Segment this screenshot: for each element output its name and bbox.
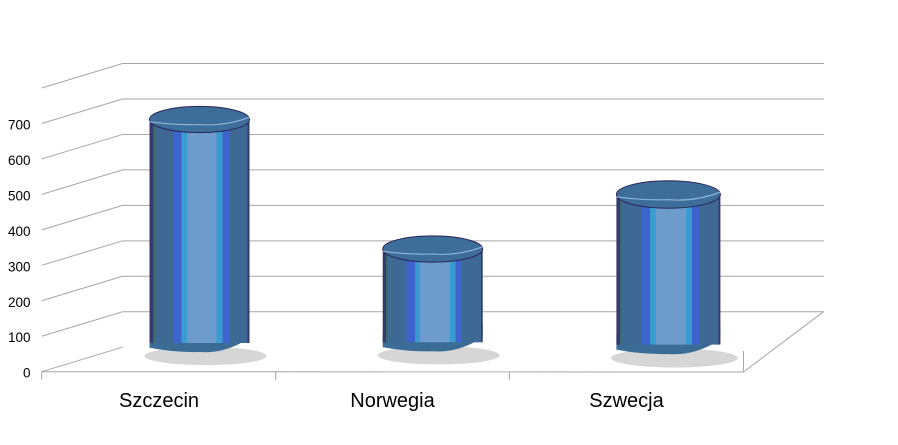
svg-text:400: 400 bbox=[8, 224, 31, 239]
svg-text:500: 500 bbox=[8, 188, 31, 203]
svg-text:700: 700 bbox=[8, 118, 31, 133]
svg-text:0: 0 bbox=[23, 366, 31, 381]
svg-text:600: 600 bbox=[8, 153, 31, 168]
svg-text:Szczecin: Szczecin bbox=[119, 390, 199, 412]
svg-text:Norwegia: Norwegia bbox=[350, 390, 435, 412]
svg-text:300: 300 bbox=[8, 259, 31, 274]
svg-text:100: 100 bbox=[8, 330, 31, 345]
svg-text:Szwecja: Szwecja bbox=[589, 390, 664, 412]
svg-text:200: 200 bbox=[8, 295, 31, 310]
